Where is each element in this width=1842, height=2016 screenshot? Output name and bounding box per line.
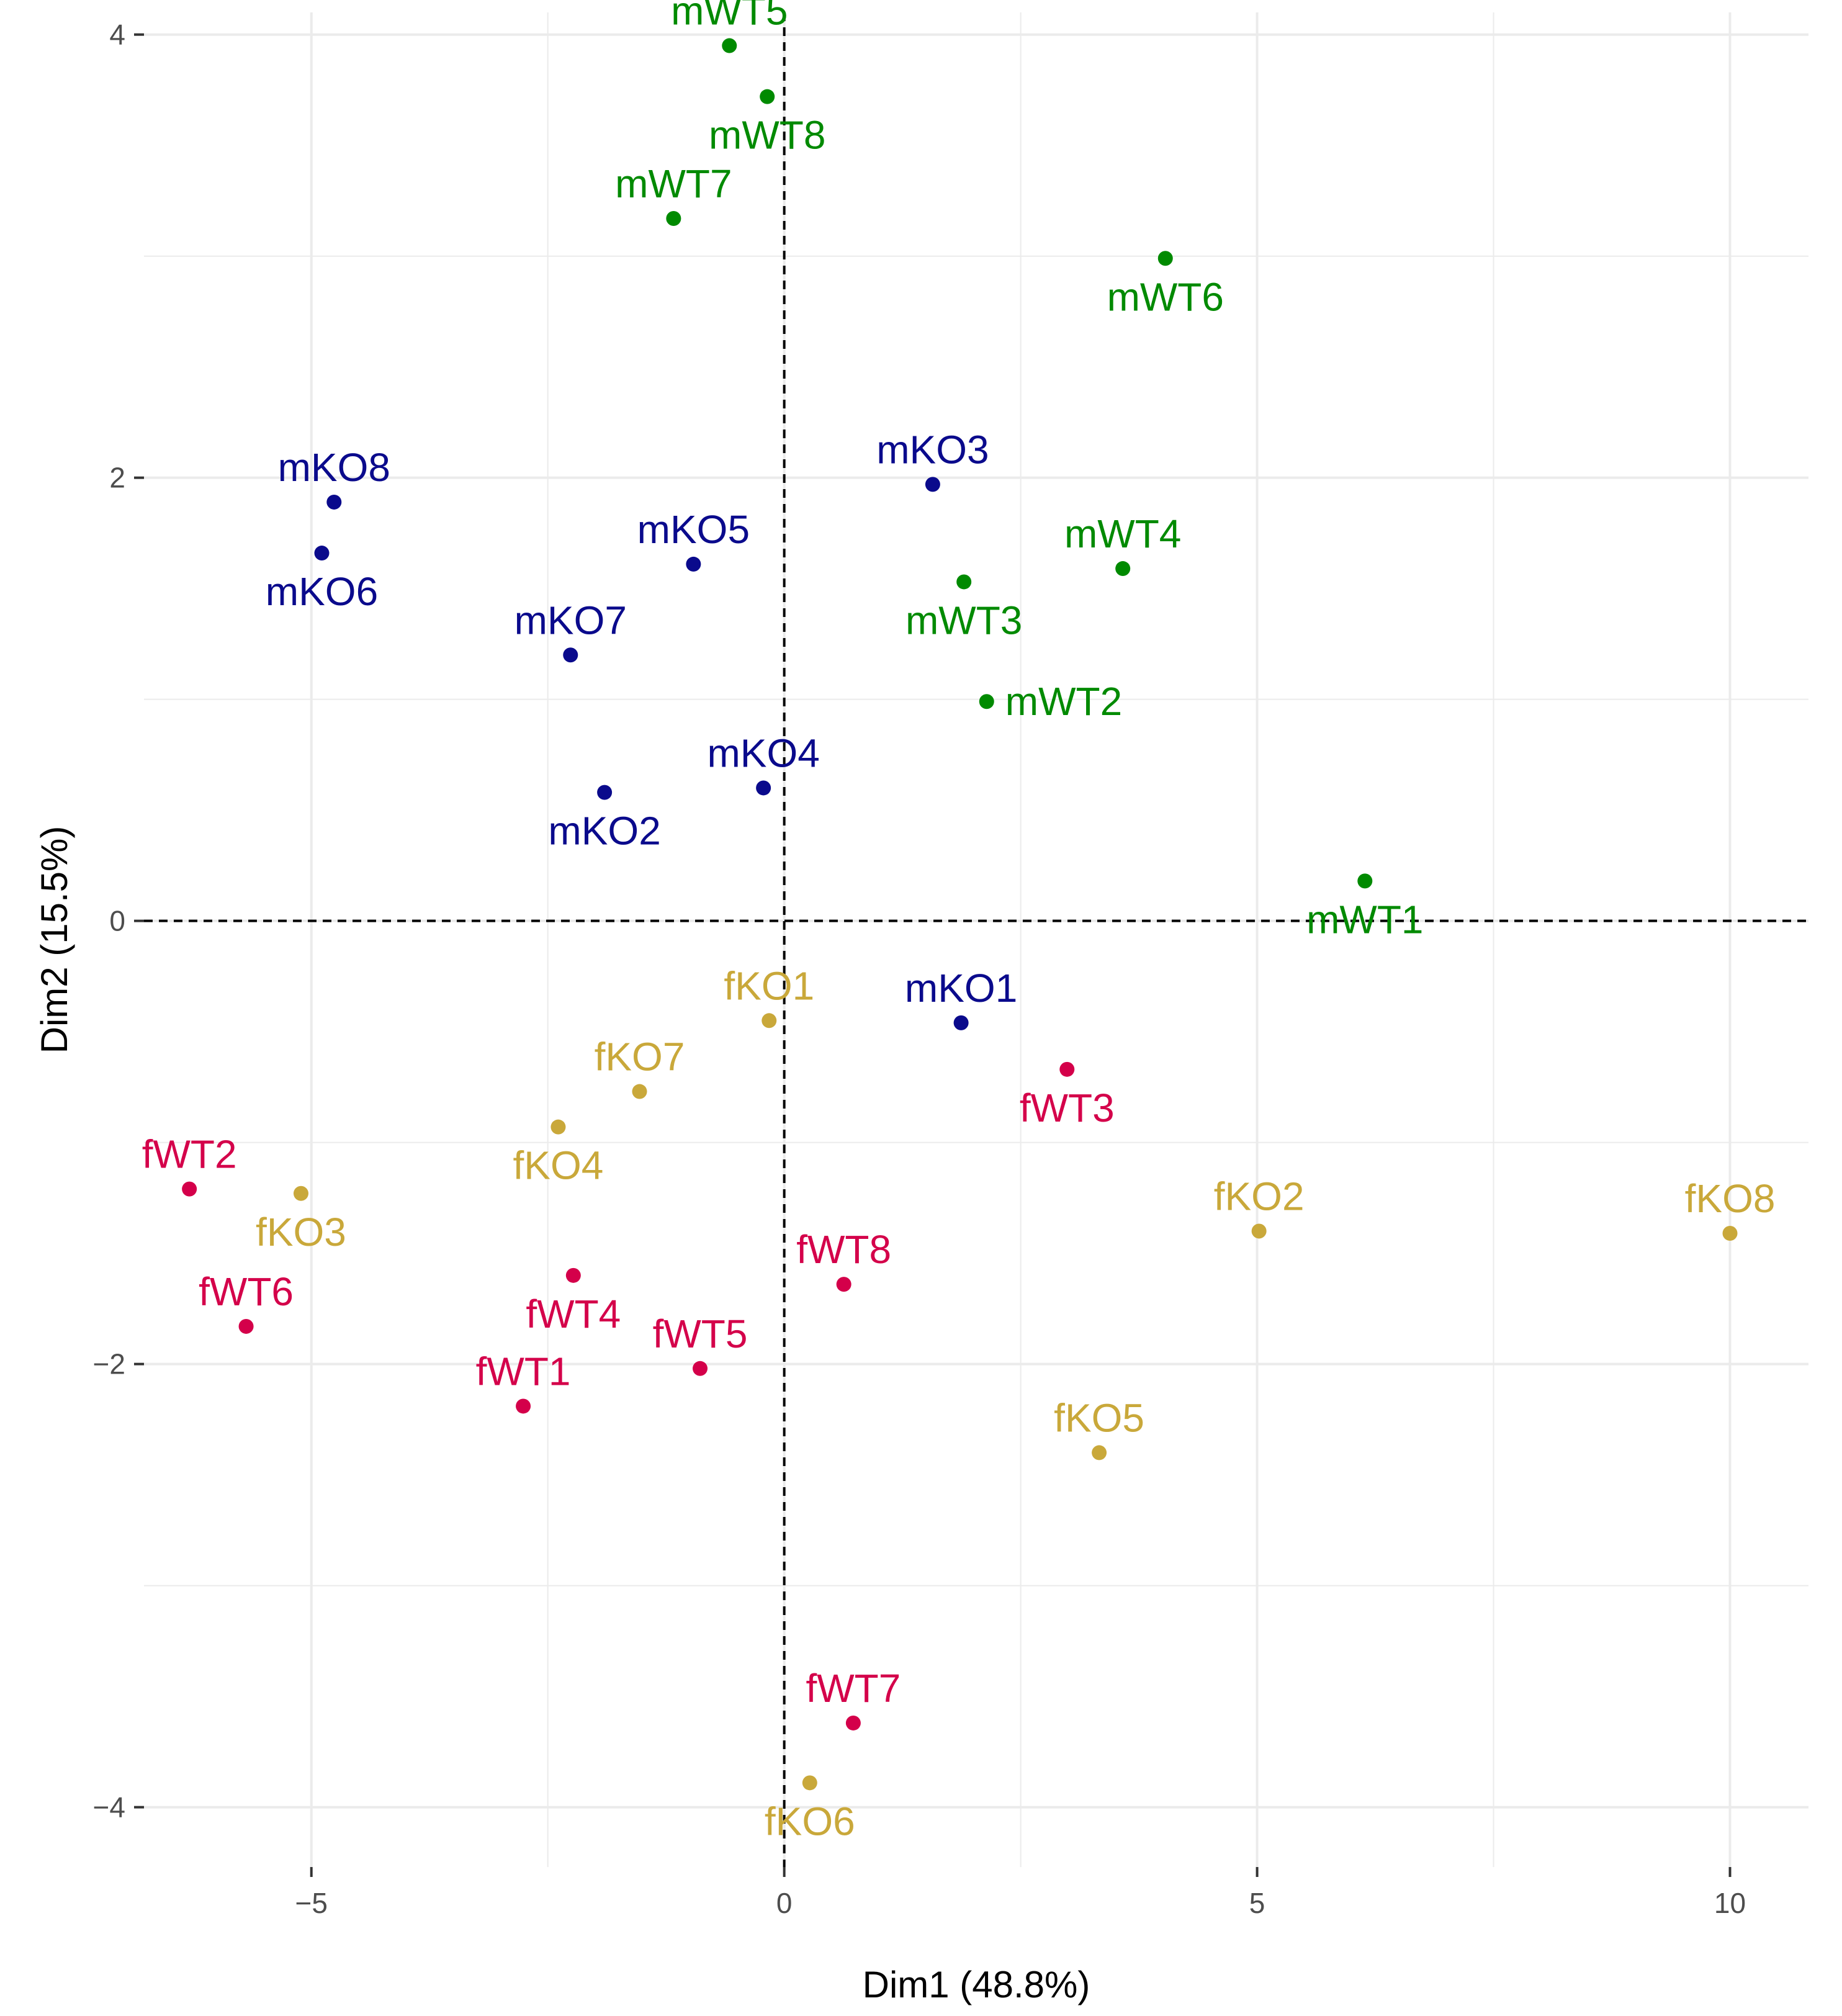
y-tick-label: −4	[93, 1791, 125, 1824]
point-label-fWT6: fWT6	[199, 1269, 294, 1314]
point-mKO1	[953, 1015, 969, 1030]
point-label-mKO5: mKO5	[637, 507, 750, 552]
point-mWT8	[760, 89, 775, 104]
point-fWT1	[516, 1398, 531, 1414]
point-fKO6	[802, 1775, 817, 1791]
point-label-fWT8: fWT8	[796, 1227, 891, 1272]
point-label-fKO7: fKO7	[595, 1035, 685, 1079]
point-label-fWT2: fWT2	[142, 1132, 237, 1177]
point-label-fKO5: fKO5	[1054, 1395, 1144, 1440]
grid-major	[144, 12, 1808, 1867]
point-label-mWT5: mWT5	[671, 0, 788, 34]
point-mWT3	[956, 574, 972, 590]
axes: −5 0 5 10 −4 −2 0 2 4	[93, 19, 1746, 1919]
point-fKO4	[550, 1119, 566, 1135]
point-label-fWT7: fWT7	[806, 1666, 901, 1711]
point-label-fKO4: fKO4	[513, 1143, 604, 1188]
point-fWT5	[693, 1361, 708, 1376]
point-label-mWT7: mWT7	[615, 161, 732, 206]
point-label-mWT1: mWT1	[1306, 897, 1423, 942]
point-fKO5	[1092, 1445, 1107, 1460]
point-fKO8	[1722, 1226, 1738, 1241]
point-mWT5	[722, 38, 737, 53]
point-fWT8	[836, 1277, 851, 1292]
point-label-mKO1: mKO1	[905, 966, 1017, 1010]
x-tick-label: 5	[1249, 1887, 1265, 1919]
point-label-mKO3: mKO3	[876, 427, 989, 472]
point-label-mWT4: mWT4	[1064, 511, 1181, 556]
x-tick-label: 10	[1714, 1887, 1746, 1919]
reference-lines	[144, 12, 1808, 1867]
point-mKO8	[326, 494, 342, 510]
point-mKO5	[686, 556, 701, 572]
point-label-mWT3: mWT3	[905, 598, 1022, 642]
point-fKO3	[293, 1186, 308, 1201]
point-mWT2	[979, 694, 994, 709]
point-label-fKO2: fKO2	[1214, 1174, 1305, 1218]
point-mWT1	[1357, 873, 1373, 889]
point-label-fWT5: fWT5	[653, 1312, 748, 1356]
point-label-fKO3: fKO3	[256, 1210, 346, 1254]
point-fKO7	[632, 1084, 647, 1099]
point-label-mKO8: mKO8	[278, 445, 390, 490]
point-label-fWT3: fWT3	[1020, 1086, 1115, 1130]
point-mKO7	[563, 647, 578, 663]
point-label-mWT2: mWT2	[1005, 679, 1122, 724]
y-tick-label: 0	[109, 905, 125, 937]
x-axis-title: Dim1 (48.8%)	[863, 1964, 1090, 2005]
y-tick-label: 4	[109, 19, 125, 51]
x-tick-label: 0	[776, 1887, 793, 1919]
data-points	[182, 38, 1738, 1791]
grid-minor	[144, 12, 1808, 1867]
point-mWT6	[1157, 251, 1173, 266]
point-fKO2	[1251, 1223, 1267, 1239]
point-fWT4	[565, 1267, 581, 1283]
point-mWT4	[1115, 561, 1131, 577]
point-mKO4	[756, 780, 771, 796]
point-fWT7	[845, 1715, 861, 1730]
point-label-mKO4: mKO4	[707, 731, 819, 775]
x-tick-label: −5	[295, 1887, 327, 1919]
point-fWT2	[182, 1181, 197, 1197]
point-label-fKO1: fKO1	[724, 963, 814, 1008]
point-label-mWT8: mWT8	[709, 113, 825, 158]
y-tick-label: 2	[109, 462, 125, 494]
point-mKO2	[597, 785, 613, 800]
point-fWT3	[1059, 1061, 1075, 1077]
y-axis-title: Dim2 (15.5%)	[34, 826, 75, 1054]
point-mWT7	[666, 211, 681, 226]
point-label-mKO7: mKO7	[514, 598, 627, 642]
point-label-fKO6: fKO6	[765, 1799, 855, 1843]
point-fWT6	[238, 1318, 254, 1334]
point-label-mWT6: mWT6	[1107, 274, 1224, 319]
point-label-fKO8: fKO8	[1685, 1176, 1776, 1221]
point-label-fWT1: fWT1	[476, 1349, 571, 1393]
point-mKO3	[925, 477, 940, 492]
y-tick-label: −2	[93, 1348, 125, 1380]
point-label-fWT4: fWT4	[526, 1292, 621, 1336]
point-mKO6	[314, 546, 330, 561]
point-fKO1	[762, 1013, 777, 1028]
point-label-mKO2: mKO2	[548, 809, 660, 853]
point-label-mKO6: mKO6	[266, 569, 378, 614]
